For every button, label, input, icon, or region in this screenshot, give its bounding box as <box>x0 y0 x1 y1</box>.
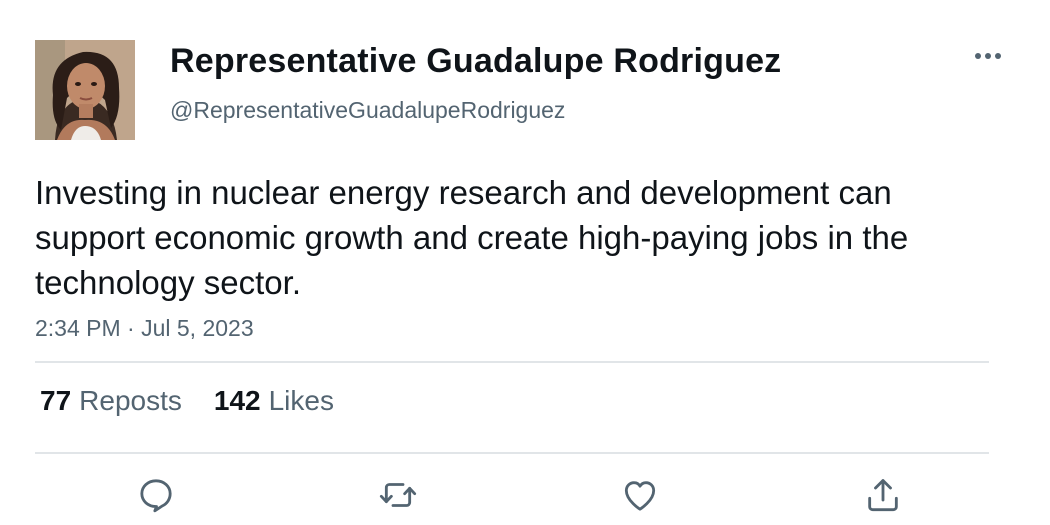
author-display-name[interactable]: Representative Guadalupe Rodriguez <box>170 42 782 80</box>
repost-button[interactable] <box>376 473 420 517</box>
like-button[interactable] <box>618 473 662 517</box>
likes-stat[interactable]: 142 Likes <box>214 385 334 417</box>
reposts-count: 77 <box>40 385 72 416</box>
like-icon <box>624 481 656 511</box>
author-handle[interactable]: @RepresentativeGuadalupeRodriguez <box>170 97 566 123</box>
reply-button[interactable] <box>134 473 178 517</box>
share-button[interactable] <box>861 473 905 517</box>
reposts-label: Reposts <box>79 385 182 416</box>
repost-icon <box>379 483 417 507</box>
share-icon <box>868 479 898 512</box>
likes-label: Likes <box>268 385 334 416</box>
tweet-timestamp[interactable]: 2:34 PM · Jul 5, 2023 <box>35 315 254 341</box>
more-options-button[interactable] <box>968 42 1008 70</box>
likes-count: 142 <box>213 385 261 416</box>
engagement-stats: 77 Reposts 142 Likes <box>40 385 334 417</box>
tweet-text: Investing in nuclear energy research and… <box>35 174 909 301</box>
more-icon <box>975 53 1001 59</box>
avatar[interactable] <box>35 40 135 140</box>
divider <box>35 452 989 454</box>
reposts-stat[interactable]: 77 Reposts <box>40 385 182 417</box>
divider <box>35 361 989 363</box>
avatar-photo <box>35 40 135 140</box>
reply-icon <box>140 479 172 513</box>
